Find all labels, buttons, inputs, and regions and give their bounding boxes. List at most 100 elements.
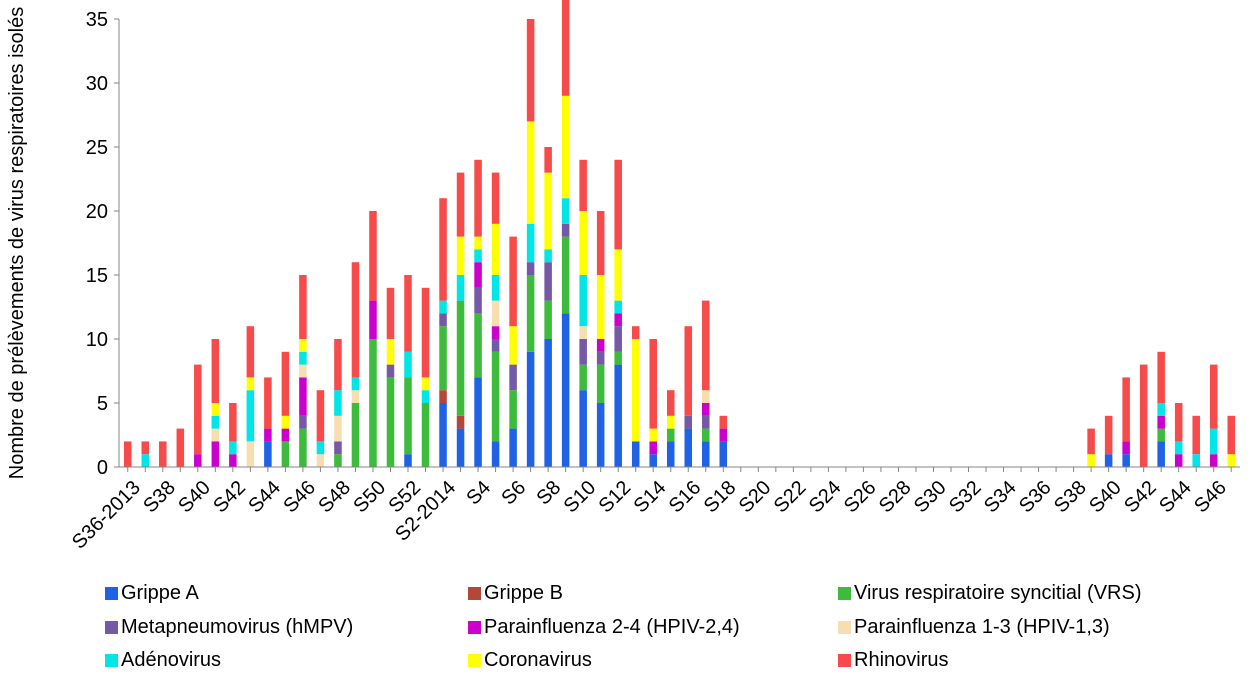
bar-segment-S41-s5: [211, 428, 220, 442]
legend-label: Virus respiratoire syncitial (VRS): [854, 582, 1142, 604]
bar-segment-S11-s4: [596, 339, 605, 352]
bar-segment-S10-s6: [579, 275, 587, 327]
x-tick-label: S30: [910, 477, 951, 518]
stacked-bar-chart: Nombre de prélèvements de virus respirat…: [6, 0, 1240, 553]
bar-segment-S11-s8: [596, 211, 605, 275]
legend-swatch: [838, 621, 851, 634]
bar-segment-S40-s0: [1104, 454, 1113, 467]
bar-segment-S3-s6: [456, 275, 465, 301]
bar-segment-S49-s2: [351, 403, 360, 467]
bar-segment-S51-s3: [386, 364, 395, 378]
y-tick-label: 20: [86, 201, 108, 223]
bar-segment-S5-s4: [491, 326, 500, 339]
bar-segment-S49-s5: [351, 390, 360, 403]
bar-segment-S13-s0: [631, 441, 640, 467]
bar-segment-S48-s6: [334, 390, 342, 416]
legend-item: Grippe A: [105, 582, 199, 605]
bar-segment-S12-s3: [614, 326, 622, 352]
bar-segment-S51-s2: [386, 377, 395, 467]
bar-segment-S45-s8: [281, 351, 290, 416]
x-tick-label: S38: [1050, 477, 1091, 518]
bar-segment-S12-s6: [614, 300, 622, 314]
legend-label: Coronavirus: [484, 649, 592, 671]
bar-segment-S45-s7: [281, 415, 290, 429]
bar-segment-S44-s8: [1174, 403, 1183, 442]
legend-swatch: [105, 654, 118, 667]
bar-segment-S5-s5: [491, 300, 500, 327]
legend-swatch: [105, 587, 118, 600]
bar-segment-S52-s2: [404, 377, 412, 455]
legend-label: Metapneumovirus (hMPV): [121, 616, 354, 638]
bar-segment-S51-s7: [386, 339, 395, 365]
x-tick-label: S18: [700, 477, 741, 518]
legend: Grippe A Grippe B Virus respiratoire synci…: [0, 576, 1250, 686]
bar-segment-S43-s5: [246, 441, 255, 467]
x-tick-label: S6: [497, 477, 530, 510]
bar-segment-S7-s6: [526, 223, 535, 263]
x-tick-label: S34: [980, 477, 1021, 518]
bar-segment-S12-s8: [614, 159, 622, 250]
bar-segment-S3-s2: [456, 300, 465, 416]
bar-segment-S37-s8: [141, 441, 150, 455]
bar-segment-S47-s5: [316, 454, 325, 467]
legend-swatch: [838, 654, 851, 667]
x-tick-label: S40: [174, 477, 215, 518]
y-axis-label: Nombre de prélèvements de virus respirat…: [6, 7, 28, 479]
bar-segment-S8-s6: [544, 249, 552, 263]
bar-segment-S14-s8: [649, 339, 657, 429]
bar-segment-S2-2014-s8: [439, 198, 447, 301]
y-tick-label: 30: [86, 73, 108, 95]
bar-segment-S44-s4: [1174, 454, 1183, 467]
bar-segment-S40-s8: [1104, 415, 1113, 455]
bar-segment-S41-s7: [211, 403, 220, 416]
bar-segment-S40-s8: [194, 364, 202, 455]
bar-segment-S46-s4: [299, 377, 307, 416]
bar-segment-S14-s0: [649, 454, 657, 467]
bar-segment-S52-s6: [404, 351, 412, 378]
bar-segment-S4-s3: [474, 287, 482, 314]
legend-swatch: [468, 621, 481, 634]
legend-swatch: [105, 621, 118, 634]
bar-segment-S9-s7: [561, 95, 570, 199]
axes-group: 05101520253035S36-2013S38S40S42S44S46S48…: [68, 9, 1240, 553]
x-tick-label: S36: [1015, 477, 1056, 518]
bar-segment-S5-s8: [491, 172, 500, 224]
x-tick-label: S46: [1190, 477, 1231, 518]
bar-segment-S41-s0: [1122, 454, 1130, 467]
bar-segment-S41-s8: [1122, 377, 1130, 442]
bar-segment-S6-s7: [509, 326, 517, 365]
legend-label: Adénovirus: [121, 649, 222, 671]
bar-segment-S6-s8: [509, 236, 517, 327]
legend-swatch: [468, 654, 481, 667]
bar-segment-S6-s3: [509, 364, 517, 391]
legend-label: Parainfluenza 2-4 (HPIV-2,4): [484, 616, 740, 638]
bar-segment-S46-s7: [299, 339, 307, 352]
bar-segment-S18-s4: [719, 428, 728, 442]
y-tick-label: 0: [97, 457, 108, 479]
bar-segment-S47-s8: [316, 390, 325, 442]
bar-segment-S48-s8: [334, 339, 342, 391]
x-tick-label: S42: [209, 477, 250, 518]
y-tick-label: 15: [86, 265, 108, 287]
bar-segment-S17-s3: [702, 415, 710, 429]
bar-segment-S16-s3: [684, 415, 693, 429]
bar-segment-S43-s7: [246, 377, 255, 391]
bar-segment-S18-s0: [719, 441, 728, 467]
bar-segment-S10-s3: [579, 339, 587, 365]
bar-segment-S11-s0: [596, 403, 605, 467]
bar-segment-S7-s0: [526, 351, 535, 467]
x-tick-label: S38: [139, 477, 180, 518]
x-tick-label: S16: [665, 477, 706, 518]
bar-segment-S3-s8: [456, 172, 465, 237]
legend-label: Grippe B: [484, 582, 563, 604]
bar-segment-S52-s0: [404, 454, 412, 467]
bar-segment-S43-s8: [246, 326, 255, 378]
bar-segment-S11-s3: [596, 351, 605, 365]
bar-segment-S5-s6: [491, 275, 500, 301]
bar-segment-S10-s2: [579, 364, 587, 391]
bar-segment-S41-s4: [1122, 441, 1130, 455]
bar-segment-S9-s3: [561, 223, 570, 237]
x-tick-label: S22: [770, 477, 811, 518]
x-tick-label: S44: [244, 477, 285, 518]
bar-segment-S43-s4: [1157, 415, 1165, 429]
